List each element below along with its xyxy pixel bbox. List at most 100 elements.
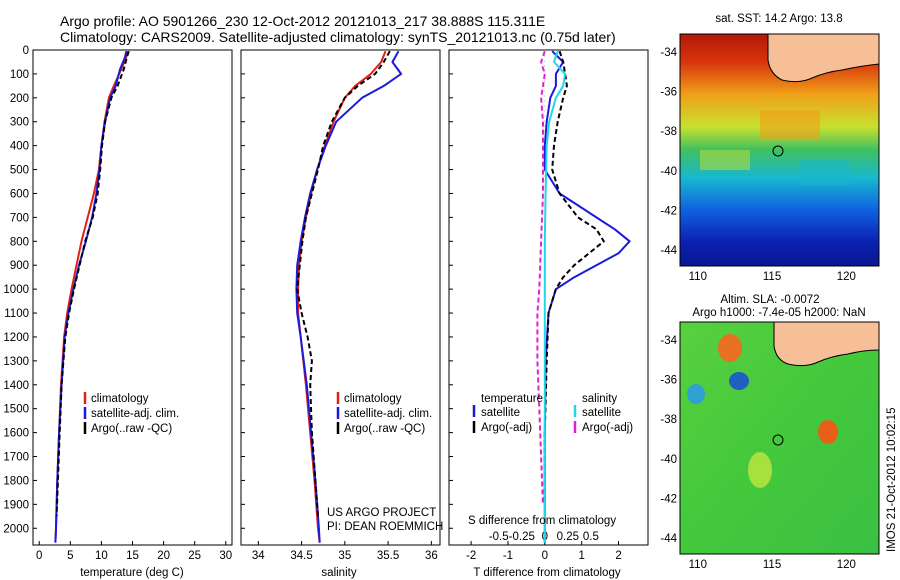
x-tick-label: 34.5 bbox=[290, 550, 312, 562]
s-tick-label: 0.25 bbox=[557, 531, 579, 543]
salinity-plot-frame bbox=[240, 49, 441, 546]
x-tick-label: 0 bbox=[542, 550, 548, 562]
series-line-satellite-adj-clim bbox=[54, 50, 128, 543]
x-tick-label: 5 bbox=[67, 550, 73, 562]
x-tick-label: 25 bbox=[188, 550, 201, 562]
map-x-tick-label: 115 bbox=[763, 271, 781, 283]
sst-profile-marker bbox=[772, 145, 784, 157]
salinity-difference-label: S difference from climatology bbox=[468, 515, 616, 527]
legend-label-satellite: satellite-adj. clim. bbox=[91, 408, 179, 420]
salinity-axis-label: salinity bbox=[321, 567, 356, 579]
salinity-legend: climatology satellite-adj. clim. Argo(..… bbox=[336, 392, 432, 435]
map-y-tick-label: -34 bbox=[660, 335, 677, 347]
y-tick-label: 100 bbox=[10, 69, 29, 81]
legend-title-temperature: temperature bbox=[481, 393, 543, 405]
temperature-legend: climatology satellite-adj. clim. Argo(..… bbox=[83, 392, 179, 435]
y-tick-label: 1000 bbox=[3, 284, 29, 296]
series-line-argo-raw-qc bbox=[296, 50, 391, 517]
y-tick-label: 1400 bbox=[3, 380, 29, 392]
x-tick-label: 34 bbox=[252, 550, 265, 562]
legend-label-climatology: climatology bbox=[91, 393, 149, 405]
map-y-tick-label: -44 bbox=[660, 245, 677, 257]
map-y-tick-label: -44 bbox=[660, 533, 677, 545]
series-line-salinity-argo-adj bbox=[536, 50, 546, 505]
legend-title-salinity: salinity bbox=[582, 393, 617, 405]
sst-map-frame bbox=[679, 33, 880, 267]
sla-map-title-line2: Argo h1000: -7.4e-05 h2000: NaN bbox=[692, 307, 865, 319]
series-line-salinity-satellite bbox=[543, 50, 567, 543]
imos-credit: IMOS 21-Oct-2012 10:02:15 bbox=[886, 408, 898, 552]
x-tick-label: -2 bbox=[466, 550, 476, 562]
series-line-climatology bbox=[54, 51, 129, 543]
sla-field bbox=[680, 322, 879, 554]
s-tick-label: -0.25 bbox=[509, 531, 535, 543]
sst-land bbox=[767, 34, 879, 83]
map-y-tick-label: -36 bbox=[660, 87, 677, 99]
y-tick-label: 1700 bbox=[3, 452, 29, 464]
sst-patch bbox=[760, 110, 820, 140]
y-tick-label: 0 bbox=[23, 45, 29, 57]
temperature-axis-label: temperature (deg C) bbox=[80, 567, 184, 579]
series-line-satellite-adj-clim bbox=[295, 50, 403, 543]
sla-eddy-negative bbox=[687, 384, 705, 404]
y-tick-label: 1100 bbox=[4, 308, 29, 320]
y-tick-label: 300 bbox=[10, 117, 29, 129]
difference-legend: temperature satellite Argo(-adj) salinit… bbox=[472, 393, 633, 434]
x-tick-label: 20 bbox=[157, 550, 170, 562]
y-tick-label: 800 bbox=[10, 236, 29, 248]
y-tick-label: 200 bbox=[10, 93, 29, 105]
temperature-difference-axis-label: T difference from climatology bbox=[473, 567, 620, 579]
sla-eddy-negative bbox=[729, 372, 749, 390]
map-y-tick-label: -42 bbox=[660, 205, 677, 217]
s-tick-label: -0.5 bbox=[489, 531, 509, 543]
sla-map bbox=[680, 322, 879, 554]
y-tick-label: 400 bbox=[10, 141, 29, 153]
y-tick-label: 1200 bbox=[3, 332, 29, 344]
x-tick-label: 35 bbox=[338, 550, 351, 562]
x-tick-label: 0 bbox=[36, 550, 42, 562]
x-tick-label: 10 bbox=[95, 550, 108, 562]
map-y-tick-label: -38 bbox=[660, 414, 677, 426]
series-line-argo-raw-qc bbox=[55, 50, 130, 517]
y-tick-label: 1800 bbox=[3, 475, 29, 487]
temperature-plot-frame bbox=[32, 49, 233, 546]
map-y-tick-label: -40 bbox=[660, 166, 677, 178]
map-x-tick-label: 120 bbox=[837, 271, 856, 283]
legend-label-temperature-argo: Argo(-adj) bbox=[481, 422, 532, 434]
map-x-tick-label: 110 bbox=[689, 271, 707, 283]
x-tick-label: 36 bbox=[425, 550, 438, 562]
map-y-tick-label: -34 bbox=[660, 47, 677, 59]
map-x-tick-label: 115 bbox=[763, 559, 781, 571]
legend-label-temperature-satellite: satellite bbox=[481, 407, 520, 419]
legend-label-argo: Argo(..raw -QC) bbox=[91, 423, 172, 435]
y-tick-label: 1900 bbox=[3, 499, 29, 511]
sst-patch bbox=[800, 160, 850, 185]
sst-patch bbox=[700, 150, 750, 170]
legend-label-salinity-satellite: satellite bbox=[582, 407, 621, 419]
x-tick-label: 35.5 bbox=[377, 550, 399, 562]
sla-profile-marker bbox=[772, 434, 784, 446]
series-line-climatology bbox=[297, 50, 387, 543]
figure-title-line2: Climatology: CARS2009. Satellite-adjuste… bbox=[60, 29, 616, 45]
legend-label-satellite: satellite-adj. clim. bbox=[344, 408, 432, 420]
legend-label-salinity-argo: Argo(-adj) bbox=[582, 422, 633, 434]
map-y-tick-label: -38 bbox=[660, 126, 677, 138]
map-x-tick-label: 110 bbox=[689, 559, 707, 571]
y-tick-label: 1300 bbox=[3, 356, 29, 368]
x-tick-label: 1 bbox=[578, 550, 584, 562]
y-tick-label: 500 bbox=[10, 165, 29, 177]
x-tick-label: 30 bbox=[219, 550, 232, 562]
s-tick-label: 0.5 bbox=[583, 531, 599, 543]
sla-eddy-positive bbox=[818, 420, 838, 444]
series-layer bbox=[54, 50, 631, 543]
y-tick-label: 900 bbox=[10, 260, 29, 272]
y-tick-label: 600 bbox=[10, 188, 29, 200]
difference-plot-frame bbox=[448, 49, 649, 546]
y-tick-label: 2000 bbox=[3, 523, 29, 535]
sla-eddy-positive bbox=[748, 452, 772, 488]
map-x-tick-label: 120 bbox=[837, 559, 856, 571]
sla-map-title-line1: Altim. SLA: -0.0072 bbox=[720, 294, 819, 306]
x-tick-label: 2 bbox=[615, 550, 621, 562]
x-tick-label: -1 bbox=[503, 550, 513, 562]
